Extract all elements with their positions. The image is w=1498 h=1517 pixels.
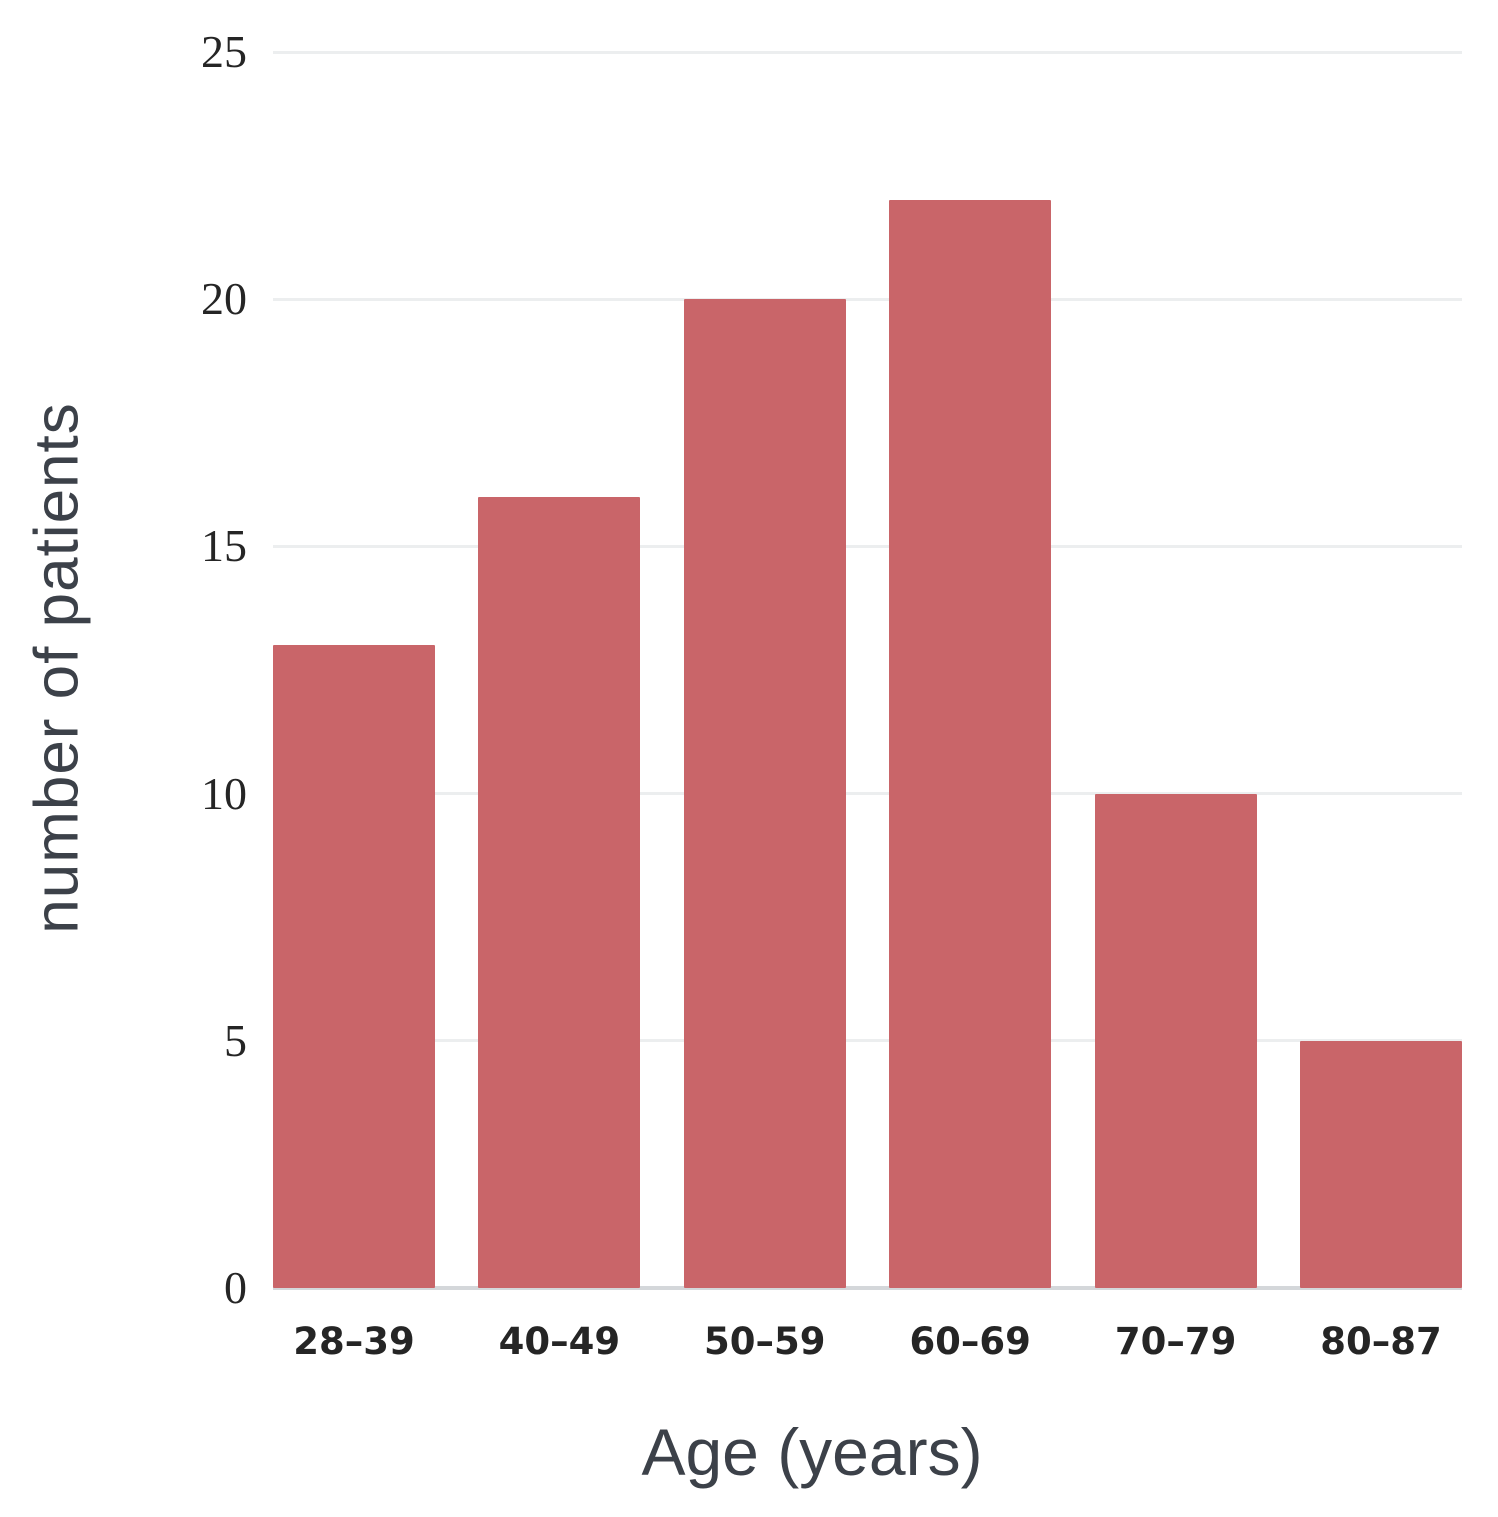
x-tick-label: 60–69 (909, 1320, 1031, 1363)
gridline (273, 1039, 1462, 1043)
x-axis-title: Age (years) (641, 1415, 983, 1489)
y-tick-label: 15 (201, 520, 247, 572)
bar (478, 496, 641, 1288)
gridline (273, 50, 1462, 54)
y-tick-label: 5 (224, 1014, 247, 1066)
bar (889, 200, 1052, 1288)
bar (683, 299, 846, 1288)
bar (1300, 1040, 1462, 1288)
x-tick-label: 28–39 (293, 1320, 415, 1363)
y-tick-label: 20 (201, 273, 247, 325)
gridline (273, 792, 1462, 796)
y-axis-title: number of patients (22, 402, 92, 934)
x-tick-label: 40–49 (498, 1320, 621, 1363)
x-tick-label: 70–79 (1114, 1320, 1237, 1363)
x-axis-baseline (273, 1286, 1462, 1290)
y-tick-label: 10 (201, 767, 247, 819)
bar (1094, 793, 1257, 1288)
x-tick-label: 50–59 (704, 1320, 826, 1363)
x-tick-label: 80–87 (1320, 1320, 1442, 1363)
gridline (273, 544, 1462, 548)
gridline (273, 297, 1462, 301)
y-tick-label: 25 (201, 26, 247, 77)
plot-area (273, 50, 1462, 1290)
bar (273, 645, 435, 1288)
y-tick-label: 0 (224, 1262, 247, 1313)
